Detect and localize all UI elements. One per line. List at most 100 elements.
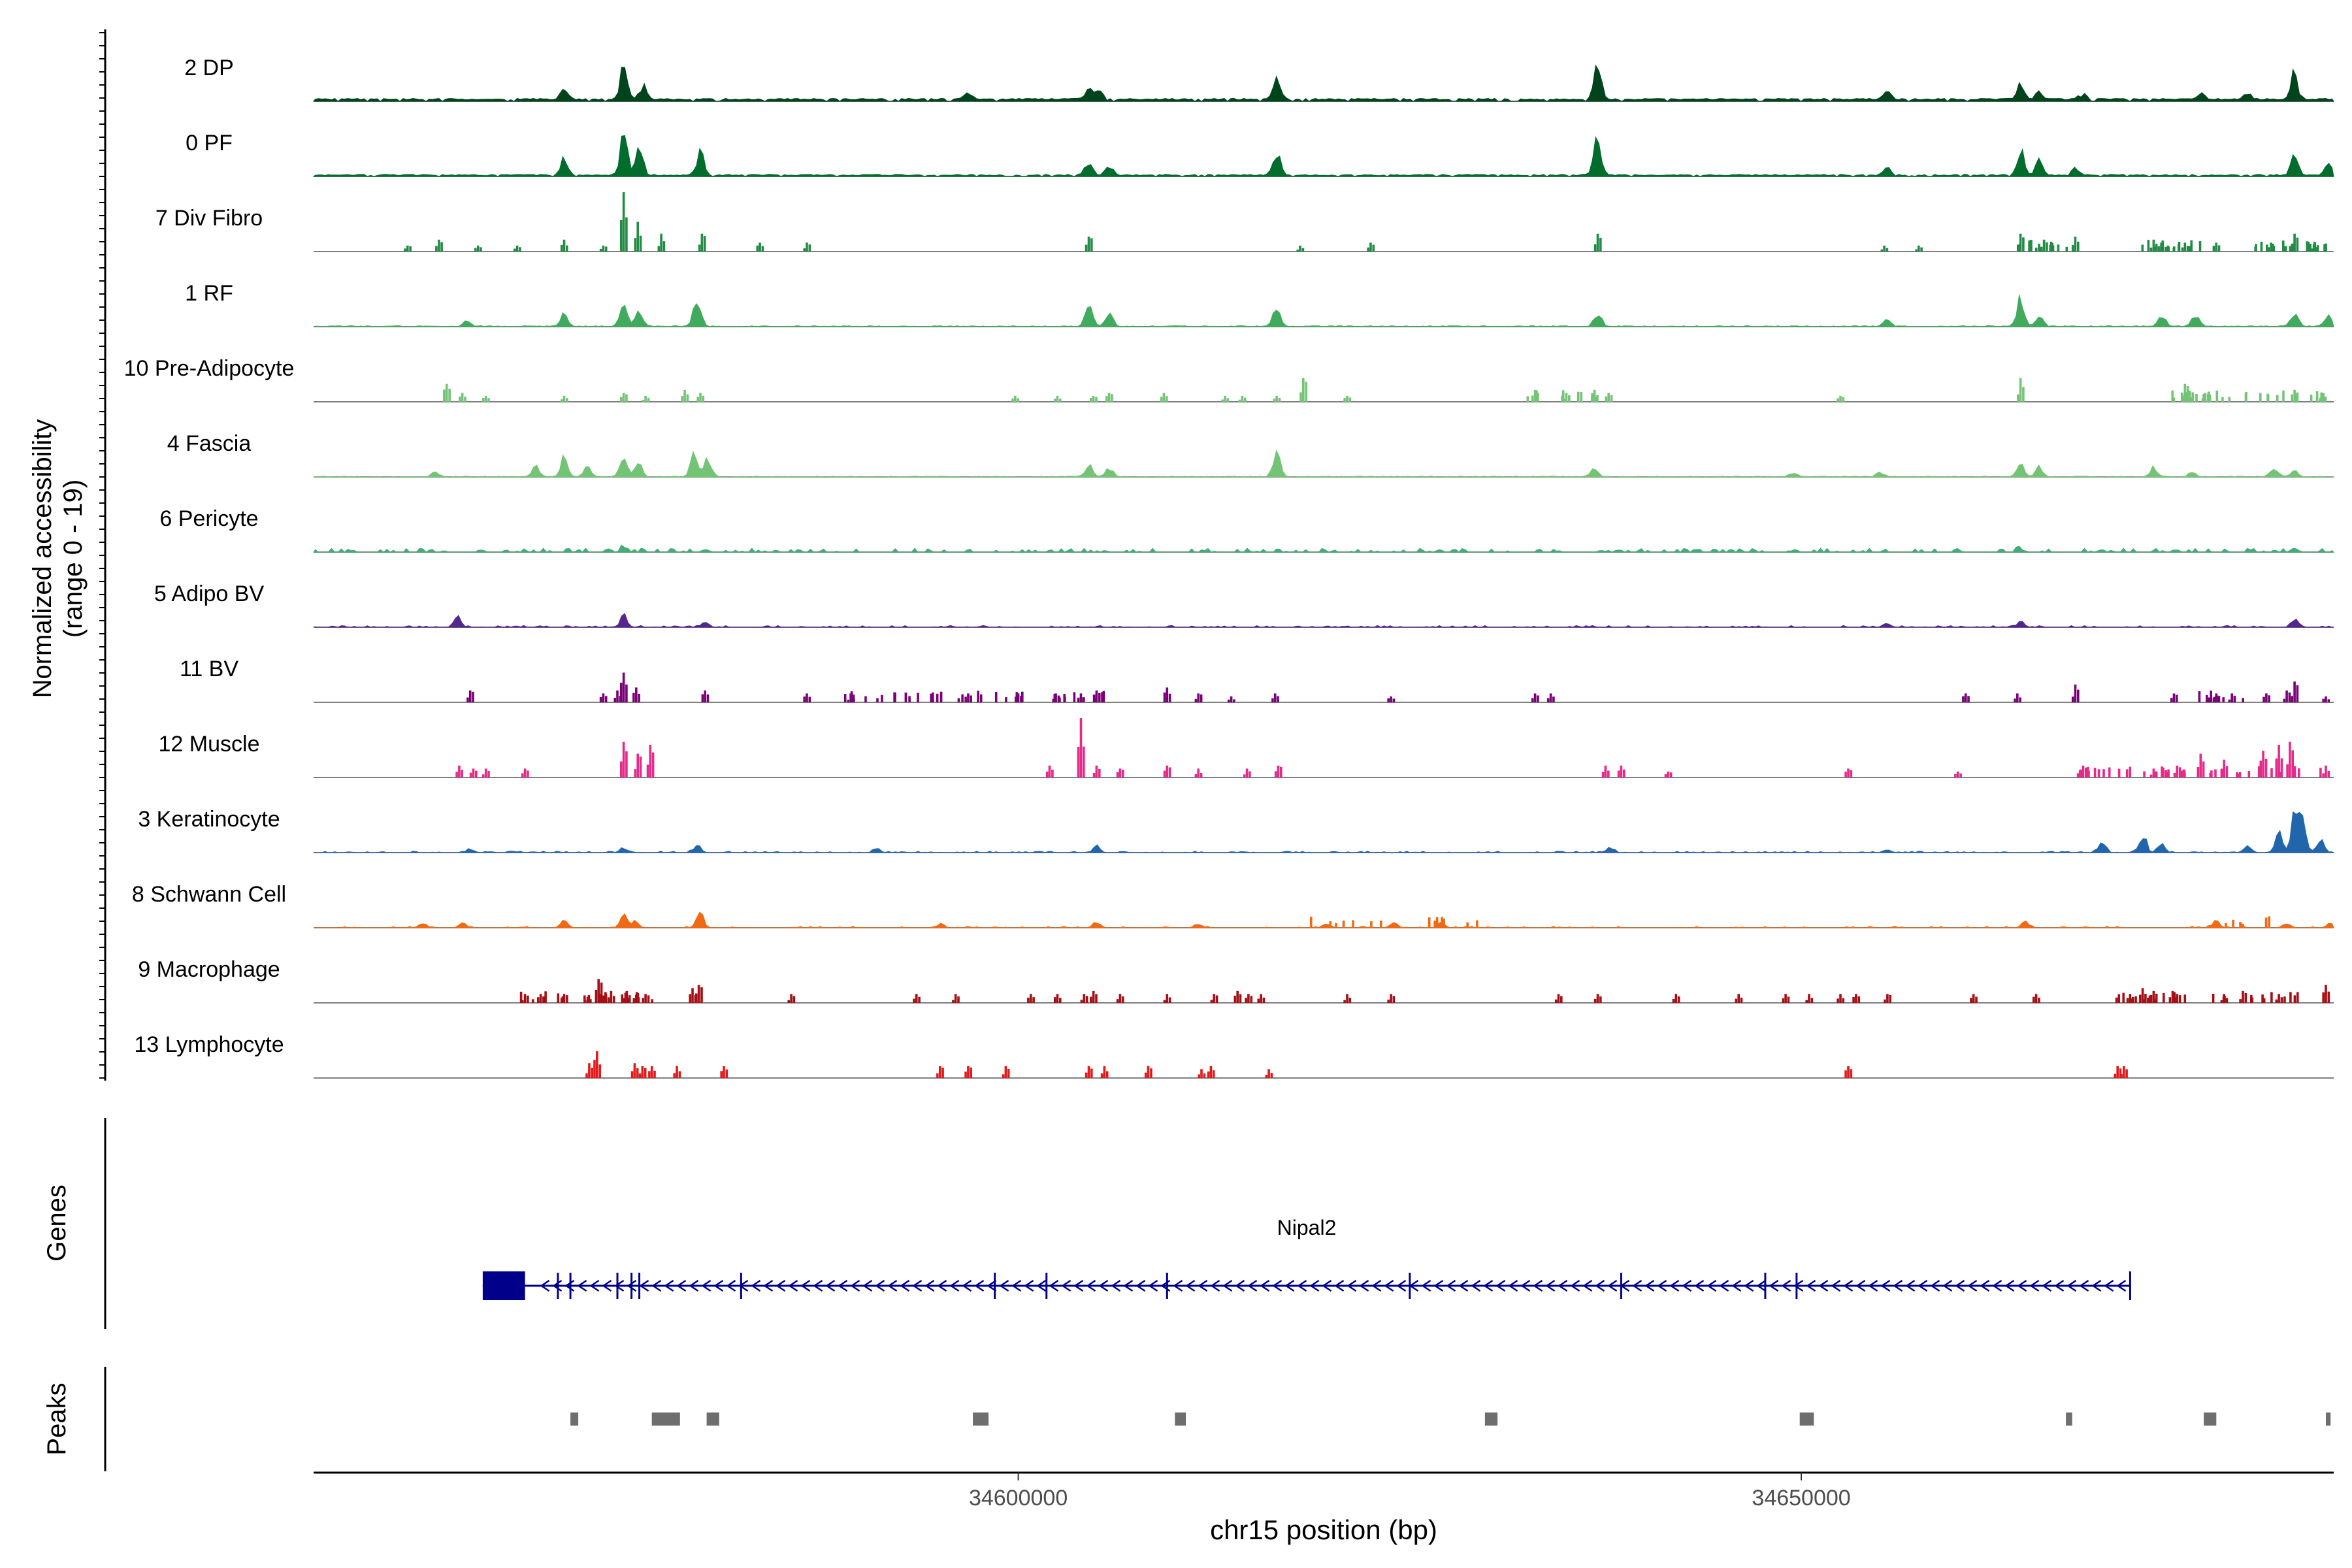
strand-chevron <box>1061 1279 1071 1292</box>
signal-spike <box>1198 1074 1200 1078</box>
track-signal <box>314 811 2334 853</box>
signal-spike <box>523 768 527 777</box>
signal-spike <box>613 698 616 702</box>
strand-chevron <box>1582 1279 1593 1292</box>
signal-spike <box>2276 395 2279 402</box>
signal-spike <box>1166 687 1169 702</box>
signal-spike <box>673 1073 676 1078</box>
signal-spike <box>2245 392 2247 402</box>
strand-chevron <box>1781 1279 1791 1292</box>
signal-spike <box>2176 694 2178 702</box>
signal-spike <box>961 694 964 702</box>
signal-spike <box>2178 995 2181 1003</box>
signal-spike <box>2074 237 2077 252</box>
signal-spike <box>531 999 534 1003</box>
signal-spike <box>2283 698 2286 702</box>
signal-spike <box>563 395 566 402</box>
signal-spike <box>610 990 613 1003</box>
signal-spike <box>1535 390 1538 402</box>
signal-spike <box>957 996 960 1003</box>
signal-spike <box>1247 994 1250 1003</box>
strand-chevron <box>676 1279 687 1292</box>
strand-chevron <box>1967 1279 1978 1292</box>
signal-spike <box>647 397 650 402</box>
signal-spike <box>1077 697 1080 702</box>
strand-chevron <box>1495 1279 1506 1292</box>
signal-spike <box>2125 1069 2128 1078</box>
signal-spike <box>1367 247 1369 252</box>
strand-chevron <box>2079 1279 2089 1292</box>
signal-spike <box>487 771 490 777</box>
signal-spike <box>660 233 662 252</box>
signal-spike <box>2168 997 2172 1003</box>
signal-spike <box>2228 699 2231 702</box>
signal-spike <box>2126 998 2129 1003</box>
signal-spike <box>648 1071 651 1078</box>
strand-chevron <box>1024 1279 1034 1292</box>
signal-spike <box>1077 747 1080 777</box>
signal-spike <box>1271 698 1274 702</box>
signal-spike <box>977 691 979 702</box>
strand-chevron <box>1309 1279 1320 1292</box>
signal-spike <box>2138 994 2142 1003</box>
signal-spike <box>566 398 568 402</box>
signal-spike <box>850 691 853 702</box>
signal-spike <box>1101 692 1103 702</box>
signal-spike <box>2260 241 2263 252</box>
peak-region <box>2326 1413 2331 1426</box>
signal-spike <box>1087 237 1090 252</box>
strand-chevron <box>1148 1279 1158 1292</box>
signal-spike <box>2221 397 2224 402</box>
signal-spike <box>1249 771 1251 777</box>
strand-chevron <box>1682 1279 1692 1292</box>
strand-chevron <box>1694 1279 1705 1292</box>
signal-spike <box>700 987 703 1003</box>
track-10-pre-adipocyte: 10 Pre-Adipocyte <box>124 356 2334 402</box>
signal-spike <box>2261 994 2264 1003</box>
signal-spike <box>2022 237 2025 252</box>
signal-spike <box>1435 917 1439 928</box>
signal-spike <box>1735 998 1738 1003</box>
strand-chevron <box>1533 1279 1543 1292</box>
signal-spike <box>649 745 652 777</box>
signal-spike <box>1565 393 1568 402</box>
signal-spike <box>476 245 480 252</box>
signal-spike <box>662 241 666 252</box>
signal-spike <box>1617 770 1620 777</box>
signal-spike <box>459 396 461 402</box>
signal-spike <box>632 998 636 1003</box>
signal-spike <box>1116 999 1119 1003</box>
signal-spike <box>1972 994 1975 1003</box>
signal-spike <box>625 751 628 777</box>
strand-chevron <box>924 1279 935 1292</box>
peak-region <box>1799 1413 1814 1426</box>
track-label: 3 Keratinocyte <box>138 807 280 832</box>
signal-spike <box>2259 773 2261 777</box>
signal-spike <box>2217 696 2221 702</box>
signal-spike <box>1343 1000 1346 1003</box>
strand-chevron <box>1210 1279 1220 1292</box>
signal-spike <box>2262 751 2264 777</box>
strand-chevron <box>987 1279 997 1292</box>
signal-spike <box>2296 237 2299 252</box>
signal-spike <box>2189 246 2191 252</box>
signal-spike <box>864 696 867 702</box>
signal-spike <box>2206 695 2208 702</box>
signal-spike <box>1664 774 1667 777</box>
signal-spike <box>1560 996 1563 1003</box>
signal-spike <box>1090 1068 1093 1078</box>
strand-chevron <box>763 1279 774 1292</box>
strand-chevron <box>1272 1279 1282 1292</box>
peak-regions <box>570 1413 2331 1426</box>
signal-spike <box>2325 765 2327 777</box>
signal-spike <box>2268 695 2270 702</box>
track-8-schwann-cell: 8 Schwann Cell <box>132 882 2334 928</box>
signal-spike <box>1056 994 1059 1003</box>
strand-chevron <box>1421 1279 1431 1292</box>
strand-chevron <box>1458 1279 1469 1292</box>
signal-spike <box>1782 998 1785 1003</box>
signal-spike <box>607 997 610 1003</box>
signal-spike <box>1273 399 1276 402</box>
signal-spike <box>1103 1066 1106 1078</box>
signal-spike <box>2198 691 2201 702</box>
